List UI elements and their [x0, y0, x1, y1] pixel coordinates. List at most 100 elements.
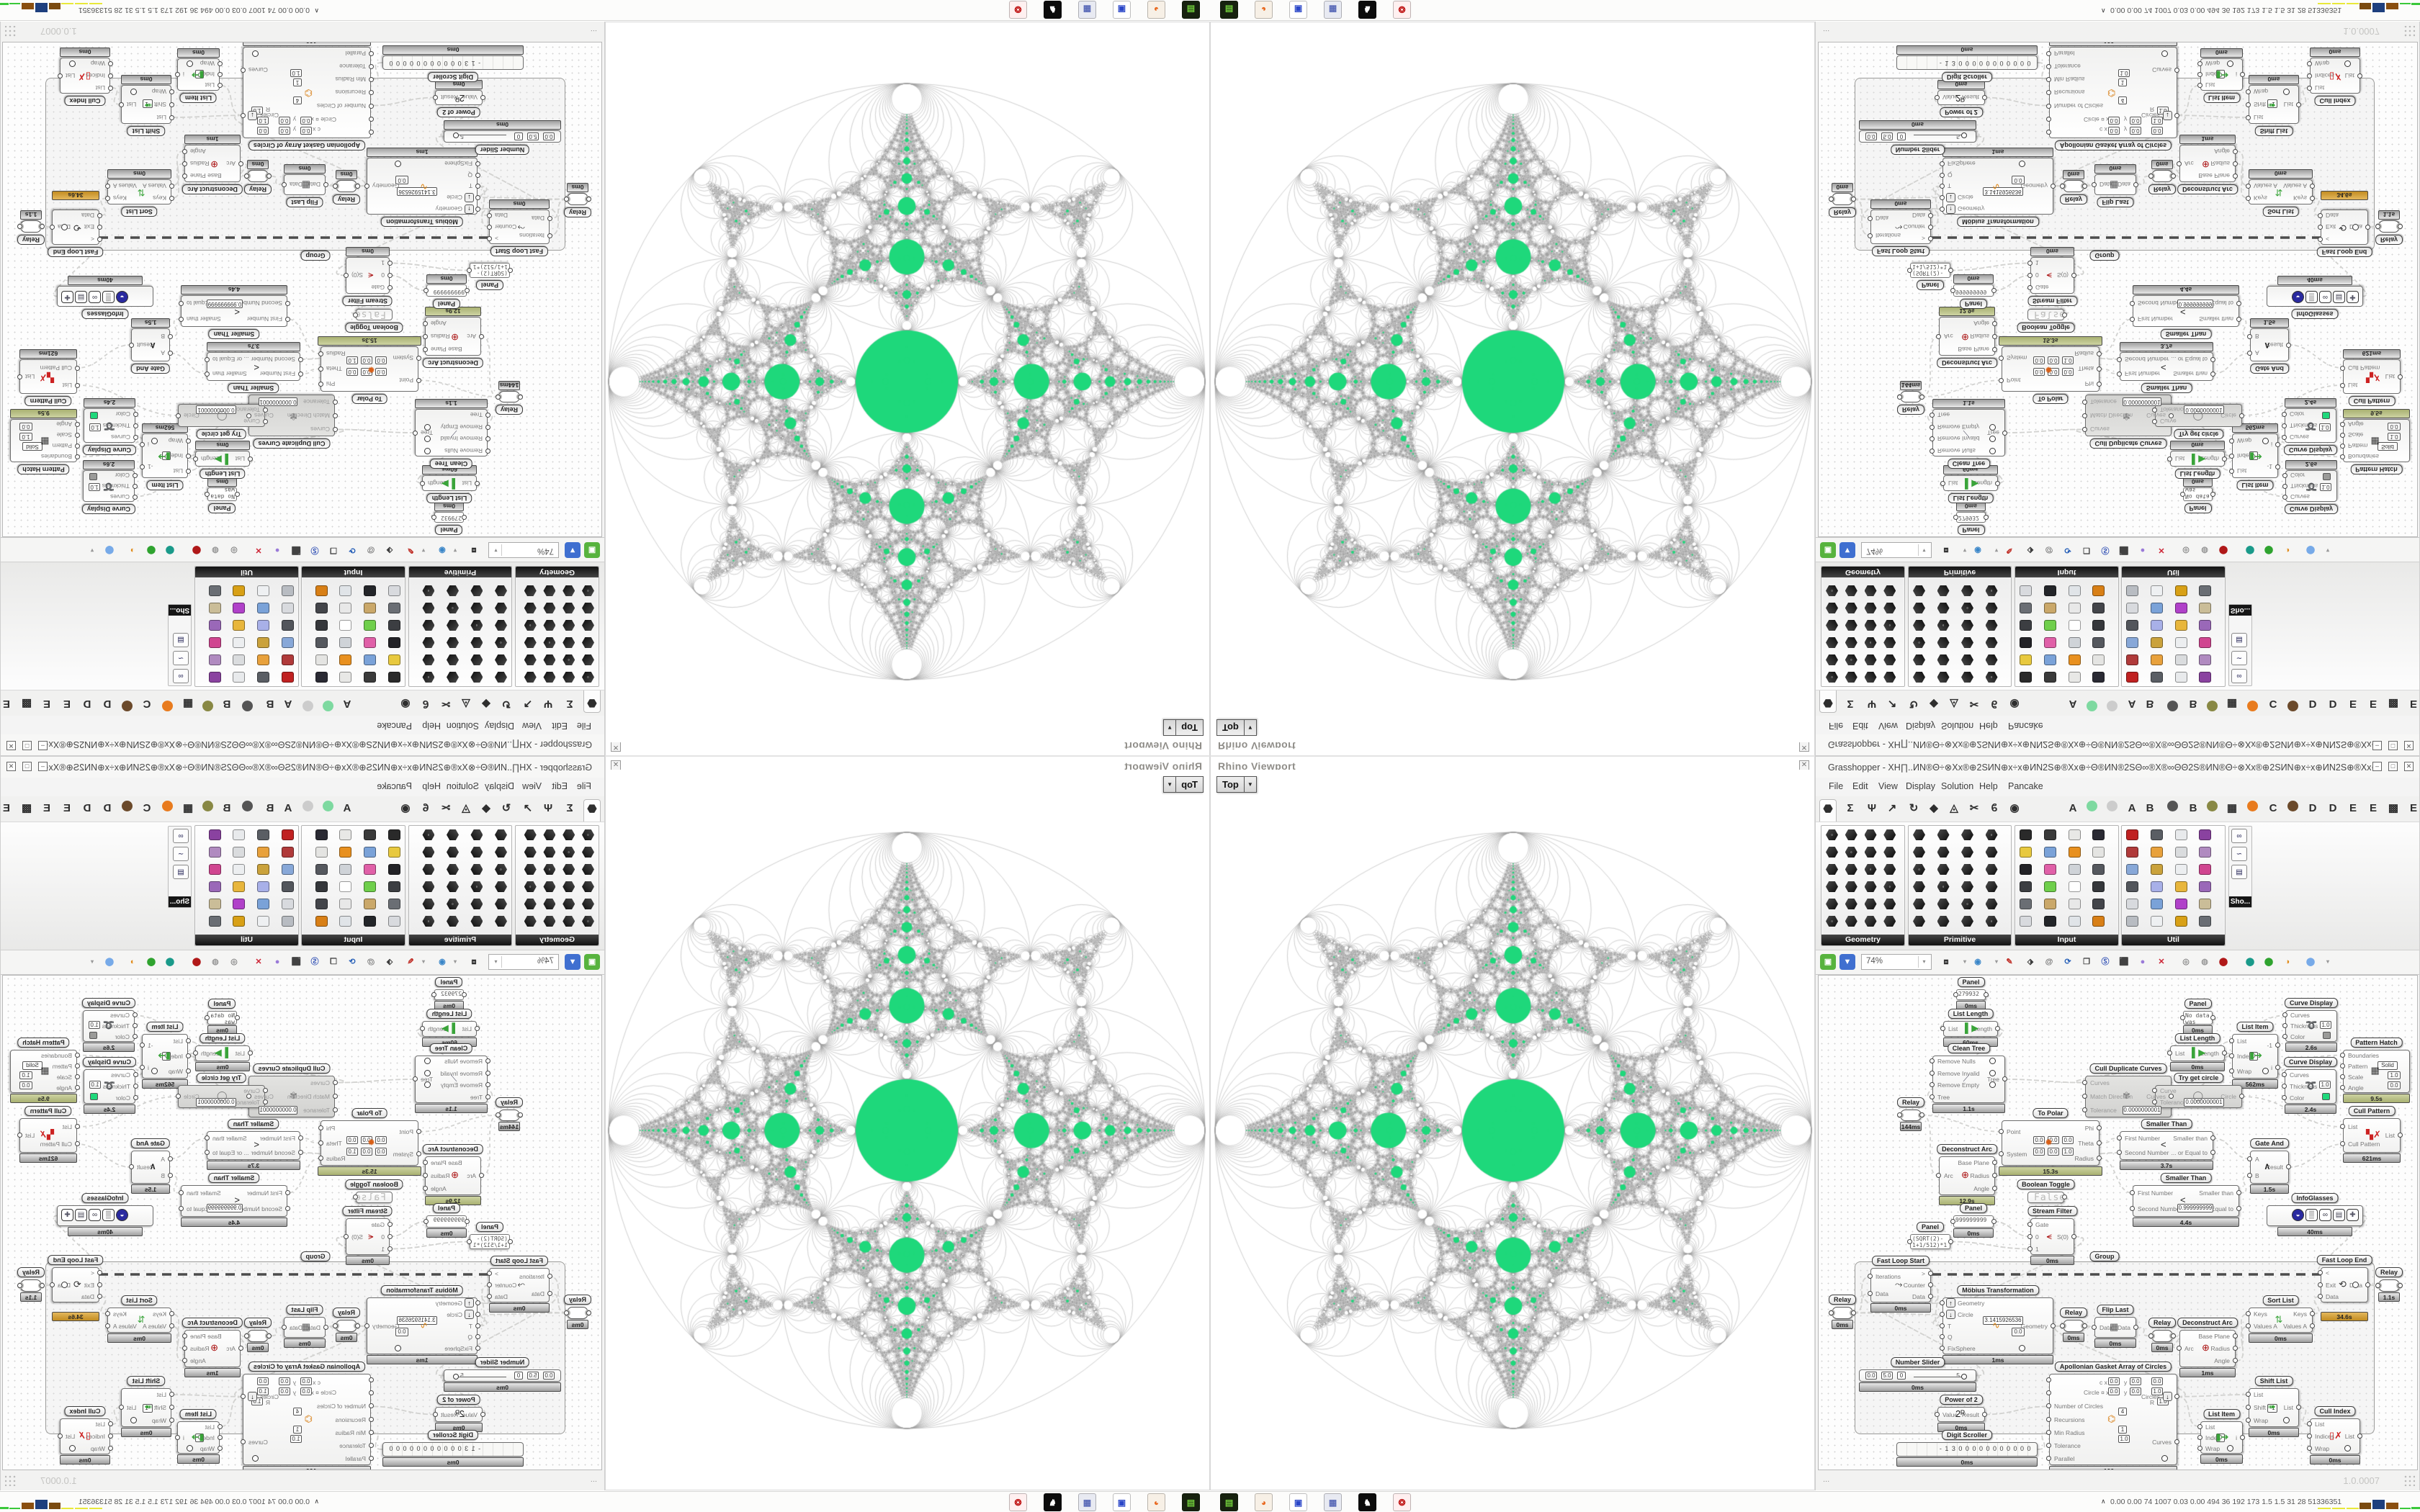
component-icon[interactable] [388, 620, 400, 631]
component-icon[interactable] [2068, 654, 2081, 665]
component-icon[interactable] [544, 672, 556, 683]
infoglasses-icon[interactable]: ▤ [2333, 1209, 2345, 1221]
tab-display[interactable]: ◉ [2009, 698, 2020, 710]
component-ci-in-port[interactable] [108, 85, 113, 91]
component-icon[interactable] [2043, 637, 2056, 648]
component-cdc-tag[interactable]: Cull Duplicate Curves [253, 438, 331, 449]
component-clean-in-port[interactable] [1930, 1094, 1935, 1099]
component-icon[interactable] [423, 881, 435, 892]
component-rel2-out-port[interactable] [564, 1310, 569, 1315]
component-ph-value[interactable]: 1.0 [2388, 433, 2401, 441]
tab-plugin-a2[interactable]: A [2128, 698, 2136, 710]
component-rel1-out-port[interactable] [496, 395, 501, 400]
component-cd1-value[interactable]: 1.0 [2320, 483, 2331, 491]
component-icon[interactable] [233, 899, 246, 909]
component-ag-in-port[interactable] [2046, 1377, 2051, 1383]
component-bt-tag[interactable]: Boolean Toggle [345, 323, 403, 333]
component-rel5-out-port[interactable] [2398, 1282, 2403, 1288]
maximize-button[interactable]: □ [2388, 762, 2398, 771]
component-rel3-out-port[interactable] [333, 1323, 338, 1328]
component-cdc-in-port[interactable] [2082, 1079, 2087, 1085]
infoglasses-icon[interactable]: ✚ [61, 1209, 73, 1221]
component-icon[interactable] [2150, 864, 2163, 875]
component-icon[interactable] [2020, 637, 2032, 648]
component-st1-tag[interactable]: Smaller Than [228, 383, 279, 393]
component-rel1-in-port[interactable] [518, 1112, 523, 1117]
component-tp-tag[interactable]: To Polar [351, 1108, 387, 1118]
component-icon[interactable] [1865, 672, 1877, 683]
component-icon[interactable] [208, 864, 221, 875]
component-sf-in-port[interactable] [2027, 1233, 2033, 1239]
component-icon[interactable] [447, 585, 459, 596]
component-icon[interactable]: ◦ [471, 620, 483, 631]
component-fle-in-port[interactable] [2318, 1282, 2323, 1287]
component-tp-in-port[interactable] [1999, 355, 2004, 361]
component-icon[interactable] [544, 654, 556, 665]
tab-maths[interactable]: Σ [566, 802, 573, 814]
component-pw2-tag[interactable]: Power of 2 [437, 107, 480, 117]
infoglasses-icon[interactable]: ∞ [89, 1209, 101, 1221]
component-ci-in-port[interactable] [108, 73, 113, 78]
minimize-button[interactable]: – [2372, 741, 2382, 750]
component-icon[interactable] [2020, 829, 2032, 840]
component-fls-tag[interactable]: Fast Loop Start [490, 246, 549, 256]
component-st1-tag[interactable]: Smaller Than [2141, 1119, 2192, 1129]
component-icon[interactable] [582, 637, 594, 648]
component-mt-in-btn[interactable]: ↓ [465, 1309, 474, 1319]
component-tp-tag[interactable]: To Polar [351, 394, 387, 404]
component-li2-tag[interactable]: List Item [179, 1409, 218, 1419]
component-pw2-in-port[interactable] [1935, 1411, 1940, 1417]
component-sf-tag[interactable]: Stream Filter [342, 1206, 393, 1216]
tab-sets[interactable]: Ψ [543, 698, 553, 710]
component-fle-in-toggle[interactable] [61, 1281, 68, 1288]
component-icon[interactable] [208, 881, 221, 892]
component-icon[interactable]: ◦ [582, 585, 594, 596]
component-ph-value[interactable]: Solid [2378, 442, 2398, 451]
tab-surface[interactable]: ◆ [482, 802, 490, 814]
component-fls-in-port[interactable] [547, 1274, 552, 1279]
component-cdc-in-port[interactable] [333, 1079, 338, 1085]
component-icon[interactable] [364, 654, 377, 665]
component-icon[interactable] [582, 899, 594, 909]
component-tgc-value[interactable]: 0.0000000001 [2184, 405, 2224, 414]
component-fls-in-port[interactable] [547, 1291, 552, 1296]
close-button[interactable]: ✕ [2404, 762, 2414, 771]
taskbar-icon-cat-app[interactable]: ♞ [1044, 1, 1062, 19]
component-da1-out-port[interactable] [1992, 1186, 1997, 1191]
component-icon[interactable]: ◦ [1864, 864, 1877, 875]
component-shl-in-toggle[interactable] [2283, 1417, 2290, 1423]
component-tgc-tag[interactable]: Try get circle [2173, 429, 2224, 439]
component-pw2-tag[interactable]: Power of 2 [1940, 1395, 1983, 1405]
component-icon[interactable] [1961, 585, 1973, 596]
component-ph-in-port[interactable] [2340, 1074, 2345, 1079]
component-ns-knob[interactable] [453, 1373, 459, 1380]
toolbar-wire-cross[interactable]: ✕ [2158, 546, 2165, 554]
toolbar-pink-box[interactable]: ⬛ [291, 958, 301, 966]
component-cdc-value[interactable]: 0.0000000001 [259, 1106, 297, 1115]
component-fls-in-port[interactable] [1868, 1291, 1873, 1296]
component-icon[interactable] [1883, 847, 1896, 858]
component-st2-in-port[interactable] [285, 1190, 290, 1195]
component-cp-in-port[interactable] [75, 366, 80, 371]
component-icon[interactable] [2043, 654, 2056, 665]
component-icon[interactable] [257, 620, 270, 631]
component-icon[interactable] [388, 829, 400, 840]
component-icon[interactable] [471, 847, 483, 858]
infoglasses-icon[interactable]: ✚ [2347, 291, 2359, 303]
component-shl-in-toggle[interactable] [130, 1417, 137, 1423]
component-cd1-in-port[interactable] [133, 1033, 138, 1039]
component-icon[interactable] [257, 672, 270, 683]
component-icon[interactable] [1913, 654, 1925, 665]
component-icon[interactable] [544, 847, 556, 858]
component-icon[interactable] [2174, 829, 2187, 840]
shelf-overflow-label[interactable]: Sho... [169, 605, 191, 616]
toolbar-pipe-green[interactable]: ⬤ [146, 546, 156, 554]
shelf-name-input[interactable]: Input [2015, 567, 2118, 577]
component-da1-out-port[interactable] [423, 1160, 428, 1165]
component-cp-tag[interactable]: Cull Pattern [2348, 1106, 2396, 1116]
component-clean-in-port[interactable] [1930, 1082, 1935, 1088]
component-ag-tag[interactable]: Apollonian Gasket Array of Circles [248, 1362, 366, 1372]
component-li2-in-toggle[interactable] [2227, 1444, 2233, 1452]
component-li1-in-port[interactable] [2229, 454, 2234, 459]
toolbar-zoom-extents[interactable]: ⧈ [471, 546, 477, 554]
